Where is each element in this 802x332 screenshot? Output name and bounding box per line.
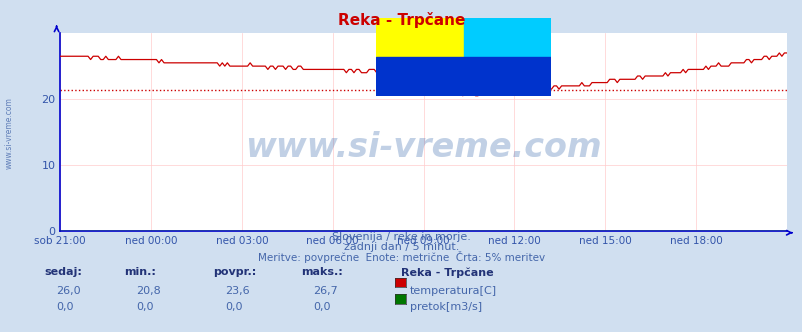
Text: temperatura[C]: temperatura[C] xyxy=(409,286,496,295)
Text: Reka - Trpčane: Reka - Trpčane xyxy=(401,267,493,278)
Text: sedaj:: sedaj: xyxy=(44,267,82,277)
Bar xyxy=(376,18,464,57)
Text: 0,0: 0,0 xyxy=(313,302,330,312)
Text: www.si-vreme.com: www.si-vreme.com xyxy=(5,97,14,169)
Text: 20,8: 20,8 xyxy=(136,286,161,295)
Text: 0,0: 0,0 xyxy=(136,302,154,312)
Bar xyxy=(376,57,551,96)
Bar xyxy=(464,18,551,57)
Text: Slovenija / reke in morje.: Slovenija / reke in morje. xyxy=(332,232,470,242)
Text: maks.:: maks.: xyxy=(301,267,342,277)
Text: www.si-vreme.com: www.si-vreme.com xyxy=(245,131,602,164)
Text: Reka - Trpčane: Reka - Trpčane xyxy=(338,12,464,28)
Text: pretok[m3/s]: pretok[m3/s] xyxy=(409,302,481,312)
Text: 23,6: 23,6 xyxy=(225,286,249,295)
Text: 26,0: 26,0 xyxy=(56,286,81,295)
Text: zadnji dan / 5 minut.: zadnji dan / 5 minut. xyxy=(343,242,459,252)
Text: 26,7: 26,7 xyxy=(313,286,338,295)
Text: povpr.:: povpr.: xyxy=(213,267,256,277)
Text: min.:: min.: xyxy=(124,267,156,277)
Text: 0,0: 0,0 xyxy=(225,302,242,312)
Text: 0,0: 0,0 xyxy=(56,302,74,312)
Text: Meritve: povprečne  Enote: metrične  Črta: 5% meritev: Meritve: povprečne Enote: metrične Črta:… xyxy=(257,251,545,263)
